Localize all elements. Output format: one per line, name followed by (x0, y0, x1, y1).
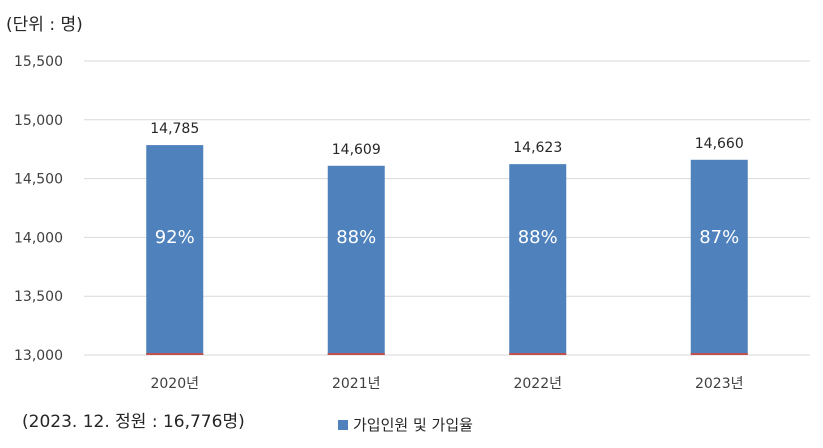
value-label: 14,623 (513, 140, 562, 156)
rate-label: 87% (699, 227, 739, 248)
rate-label: 88% (336, 227, 376, 248)
y-tick-label: 15,500 (14, 54, 63, 70)
x-tick-label: 2020년 (150, 376, 199, 392)
x-tick-label: 2022년 (513, 376, 562, 392)
bar (509, 164, 567, 355)
y-tick-label: 14,500 (14, 172, 63, 188)
value-label: 14,660 (695, 136, 744, 152)
y-tick-label: 13,000 (14, 348, 63, 364)
y-tick-label: 13,500 (14, 289, 63, 305)
bar (690, 159, 748, 355)
rate-label: 88% (518, 227, 558, 248)
bar (327, 165, 385, 355)
footnote: (2023. 12. 정원 : 16,776명) (22, 412, 245, 432)
unit-label: (단위 : 명) (6, 15, 83, 35)
x-tick-label: 2023년 (695, 376, 744, 392)
legend-label: 가입인원 및 가입율 (353, 416, 473, 434)
legend: 가입인원 및 가입율 (338, 414, 473, 435)
legend-swatch (338, 419, 348, 430)
value-label: 14,609 (332, 142, 381, 158)
y-tick-label: 15,000 (14, 113, 63, 129)
rate-label: 92% (155, 227, 195, 248)
y-tick-label: 14,000 (14, 230, 63, 246)
bar (146, 145, 204, 355)
x-tick-label: 2021년 (332, 376, 381, 392)
value-label: 14,785 (150, 121, 199, 137)
